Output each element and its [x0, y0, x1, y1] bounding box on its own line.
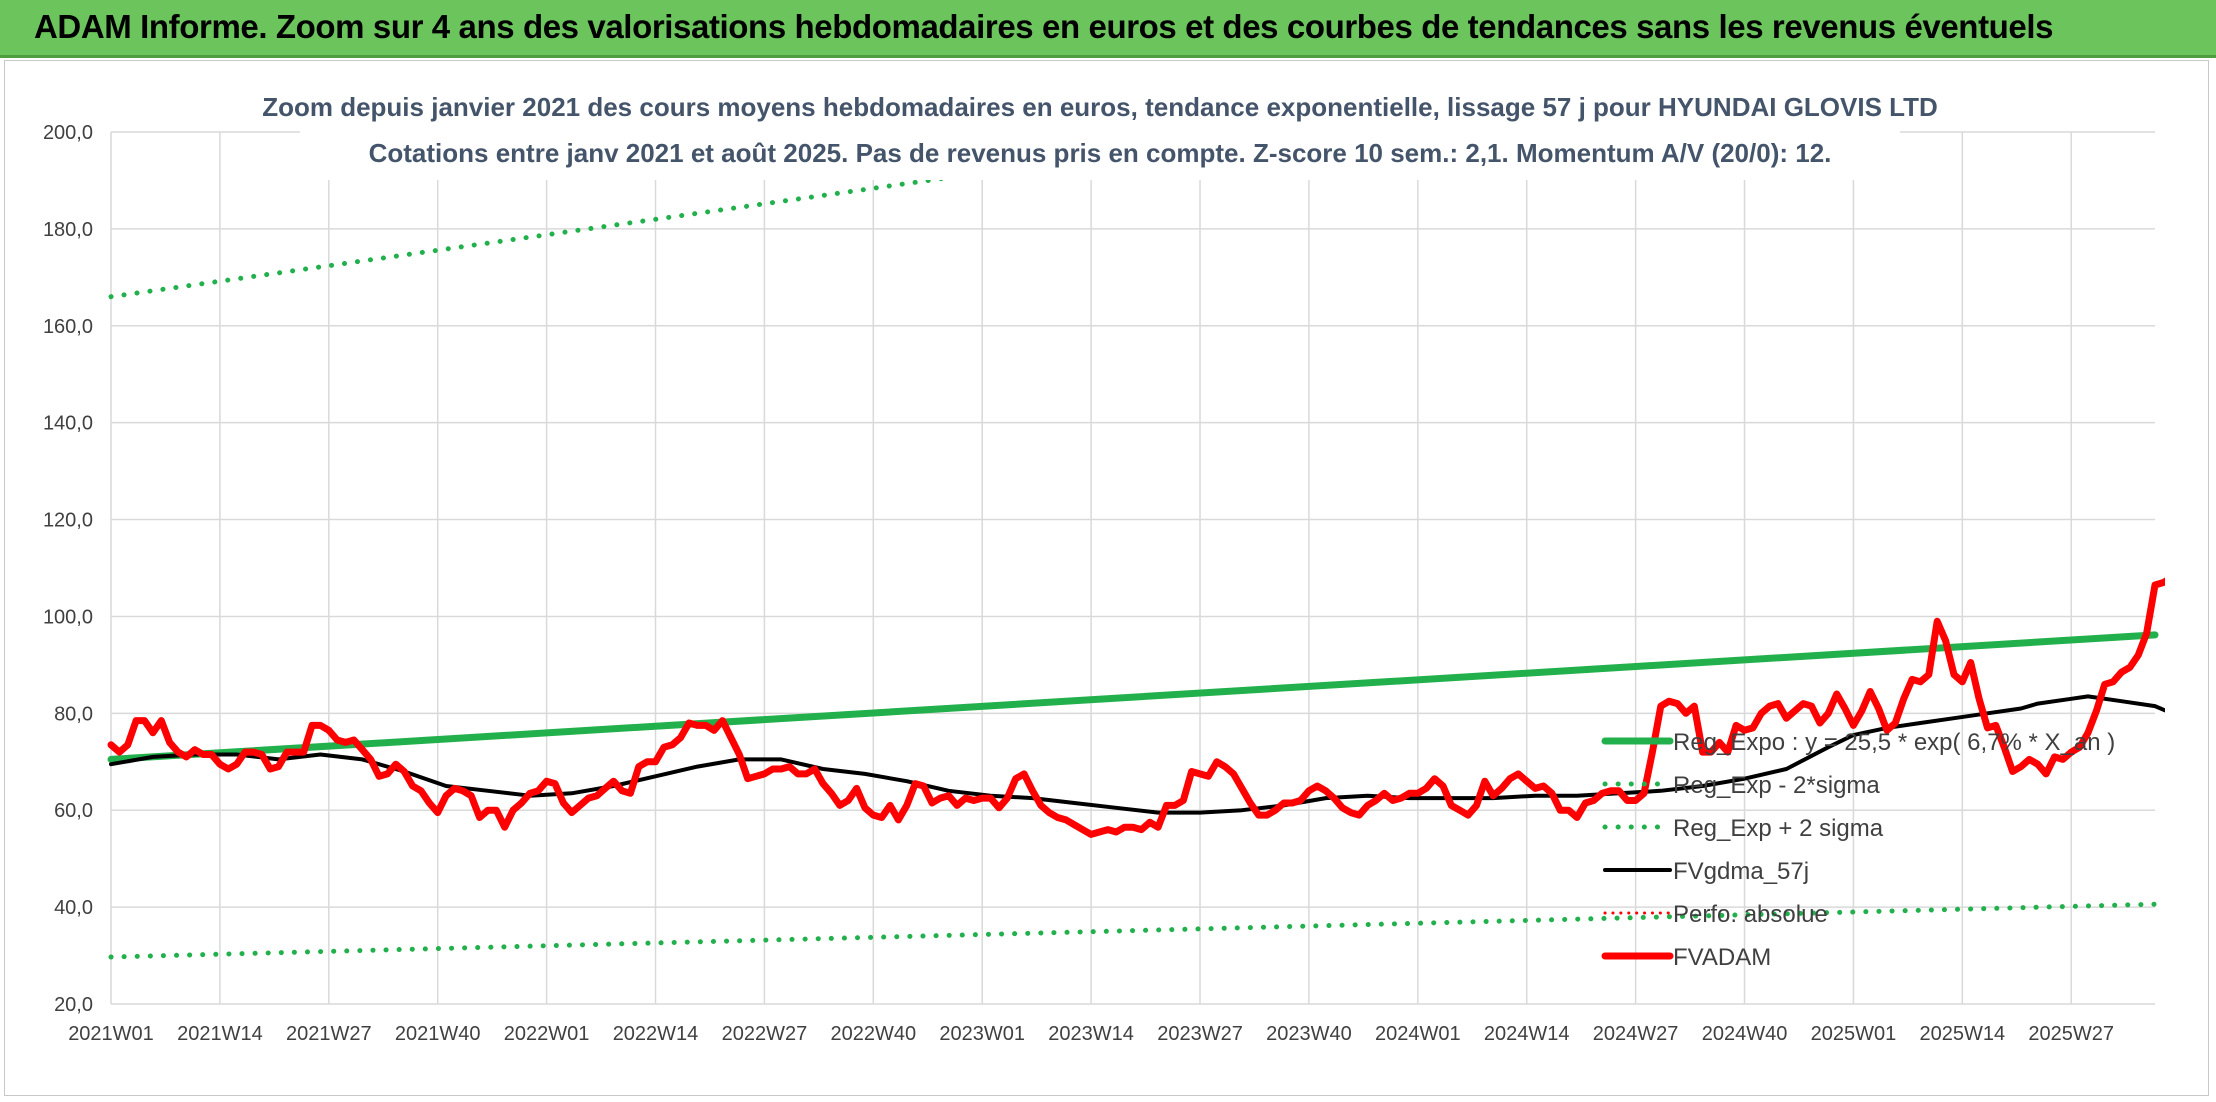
title-background: [300, 84, 1900, 180]
x-tick-label: 2023W27: [1157, 1023, 1243, 1045]
chart-title: Zoom depuis janvier 2021 des cours moyen…: [262, 92, 1938, 122]
y-tick-label: 180,0: [43, 219, 93, 241]
y-tick-label: 100,0: [43, 606, 93, 628]
y-tick-label: 200,0: [43, 122, 93, 144]
y-tick-label: 20,0: [54, 994, 93, 1016]
series-layer: [107, 132, 2165, 960]
x-tick-label: 2024W40: [1702, 1023, 1788, 1045]
x-tick-label: 2021W14: [177, 1023, 263, 1045]
legend-label: Reg_Expo : y = 25,5 * exp( 6,7% * X_an ): [1673, 729, 2115, 756]
x-axis: 2021W01 2021W14 2021W27 2021W40 2022W01 2022W…: [68, 1023, 2114, 1045]
gridlines: [110, 131, 2155, 1005]
x-tick-label: 2021W27: [286, 1023, 372, 1045]
series-line-fvadam: [107, 577, 2165, 838]
chart-subtitle: Cotations entre janv 2021 et août 2025. …: [369, 138, 1832, 168]
x-tick-label: 2022W27: [722, 1023, 808, 1045]
y-tick-label: 120,0: [43, 510, 93, 532]
y-tick-label: 140,0: [43, 413, 93, 435]
y-tick-label: 40,0: [54, 897, 93, 919]
x-tick-label: 2025W27: [2028, 1023, 2114, 1045]
legend: Reg_Expo : y = 25,5 * exp( 6,7% * X_an )…: [1601, 729, 2115, 971]
legend-label: Perfo. absolue: [1673, 901, 1828, 928]
x-tick-label: 2022W40: [830, 1023, 916, 1045]
x-tick-label: 2023W40: [1266, 1023, 1352, 1045]
chart-titles: Zoom depuis janvier 2021 des cours moyen…: [262, 84, 1938, 180]
x-tick-label: 2025W01: [1811, 1023, 1897, 1045]
x-tick-label: 2023W14: [1048, 1023, 1134, 1045]
y-tick-label: 60,0: [54, 800, 93, 822]
legend-label: FVADAM: [1673, 944, 1771, 971]
legend-label: FVgdma_57j: [1673, 858, 1809, 885]
report-banner: ADAM Informe. Zoom sur 4 ans des valoris…: [0, 0, 2216, 58]
y-tick-label: 80,0: [54, 703, 93, 725]
x-tick-label: 2024W01: [1375, 1023, 1461, 1045]
legend-label: Reg_Exp - 2*sigma: [1673, 772, 1880, 799]
series-line-reg-exp-2-sigma: [108, 901, 2158, 960]
chart-frame: [4, 60, 2209, 1096]
x-tick-label: 2022W01: [504, 1023, 590, 1045]
legend-label: Reg_Exp + 2 sigma: [1673, 815, 1884, 842]
x-tick-label: 2022W14: [613, 1023, 699, 1045]
series-line-reg-expo-y-25-5-exp-6-7-x-an: [107, 631, 2159, 763]
x-tick-label: 2023W01: [939, 1023, 1025, 1045]
y-tick-label: 160,0: [43, 316, 93, 338]
x-tick-label: 2025W14: [1920, 1023, 2006, 1045]
x-tick-label: 2021W01: [68, 1023, 154, 1045]
x-tick-label: 2021W40: [395, 1023, 481, 1045]
x-tick-label: 2024W14: [1484, 1023, 1570, 1045]
x-tick-label: 2024W27: [1593, 1023, 1679, 1045]
report-title: ADAM Informe. Zoom sur 4 ans des valoris…: [34, 8, 2054, 45]
y-axis: 20,0 40,0 60,0 80,0 100,0 120,0 140,0 160,0 180,…: [43, 122, 93, 1016]
